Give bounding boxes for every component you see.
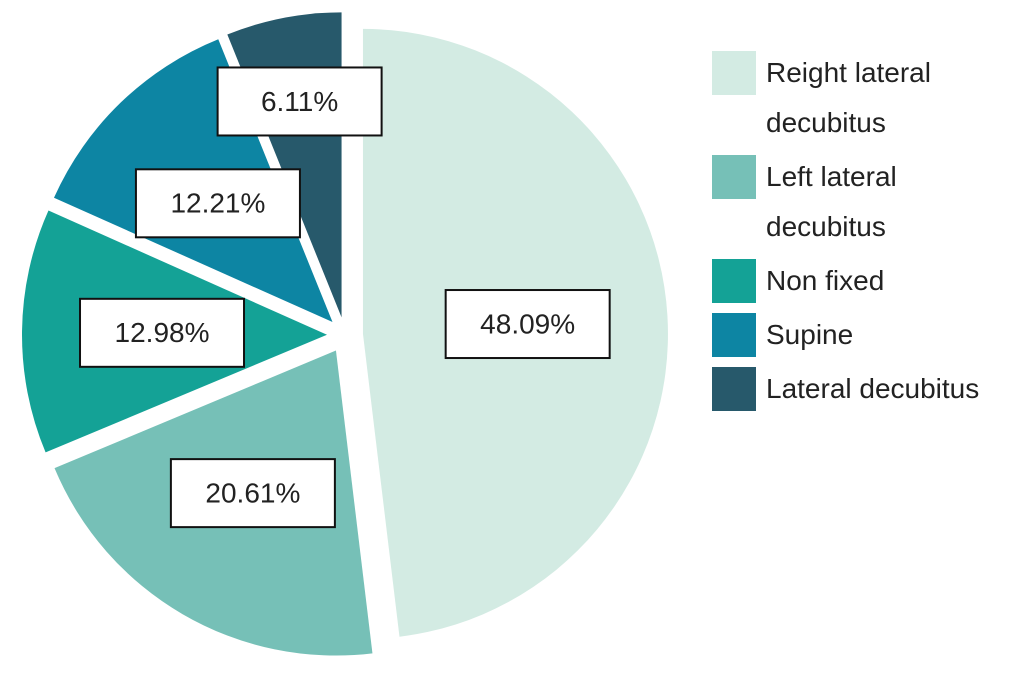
legend-label: Reight lateral decubitus	[766, 57, 931, 138]
legend-swatch	[712, 313, 756, 357]
legend-item: Non fixed	[712, 256, 1022, 306]
legend-swatch	[712, 51, 756, 95]
label-box	[216, 66, 383, 137]
legend-item: Reight lateral decubitus	[712, 48, 1022, 148]
label-box	[134, 168, 301, 239]
data-label: 20.61%	[205, 478, 300, 509]
legend-swatch	[712, 367, 756, 411]
label-box	[444, 289, 611, 360]
legend-label: Non fixed	[766, 265, 885, 296]
legend-item: Lateral decubitus	[712, 364, 1022, 414]
legend: Reight lateral decubitus Left lateral dec…	[712, 48, 1022, 418]
label-box	[79, 297, 246, 368]
data-label: 12.98%	[115, 317, 210, 348]
data-label: 48.09%	[480, 308, 575, 339]
legend-item: Supine	[712, 310, 1022, 360]
pie-area: 48.09% 20.61% 12.98% 12.21% 6.11%	[22, 12, 668, 656]
data-label: 12.21%	[170, 188, 265, 219]
legend-label: Left lateral decubitus	[766, 161, 897, 242]
legend-label: Supine	[766, 319, 854, 350]
legend-label: Lateral decubitus	[766, 373, 980, 404]
label-box	[169, 458, 336, 529]
legend-swatch	[712, 155, 756, 199]
legend-swatch	[712, 259, 756, 303]
data-label: 6.11%	[261, 86, 338, 117]
legend-item: Left lateral decubitus	[712, 152, 1022, 252]
